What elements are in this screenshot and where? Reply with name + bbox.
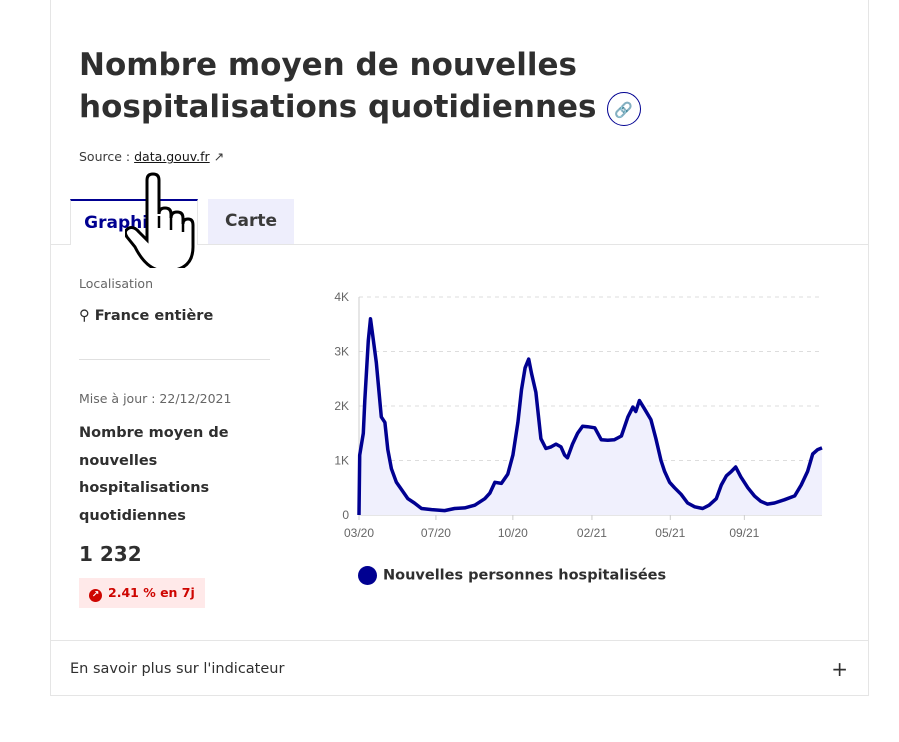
- indicator-card: Nombre moyen de nouvelles hospitalisatio…: [50, 0, 869, 696]
- hospitalisations-chart: 0 1K 2K 3K 4K 03/20 07/20 10/20 02/21 05/21 09/21: [334, 290, 823, 540]
- x-tick-label: 05/21: [655, 526, 685, 540]
- more-info-accordion[interactable]: En savoir plus sur l'indicateur +: [51, 640, 868, 697]
- external-link-icon: ↗: [213, 149, 225, 164]
- tab-divider: [51, 244, 868, 245]
- link-icon: 🔗: [614, 100, 633, 119]
- x-tick-label: 03/20: [344, 526, 374, 540]
- page-title: Nombre moyen de nouvelles hospitalisatio…: [79, 44, 799, 128]
- y-tick-label: 1K: [334, 454, 349, 468]
- hand-cursor-icon: [125, 172, 195, 268]
- x-tick-label: 07/20: [421, 526, 451, 540]
- trend-badge: ↗ 2.41 % en 7j: [79, 578, 205, 608]
- x-tick-label: 09/21: [729, 526, 759, 540]
- update-date: Mise à jour : 22/12/2021: [79, 391, 232, 406]
- copy-link-button[interactable]: 🔗: [606, 91, 641, 126]
- arrow-up-right-icon: ↗: [89, 589, 102, 602]
- map-pin-icon: ⚲: [79, 308, 90, 324]
- y-tick-label: 2K: [334, 399, 349, 413]
- location-label: Localisation: [79, 276, 153, 291]
- source-label: Source :: [79, 149, 131, 164]
- y-tick-label: 0: [342, 508, 349, 522]
- source-link[interactable]: data.gouv.fr: [134, 149, 210, 164]
- indicator-name: Nombre moyen de nouvelles hospitalisatio…: [79, 425, 229, 524]
- location-value[interactable]: ⚲ France entière: [79, 308, 214, 324]
- chart-legend[interactable]: Nouvelles personnes hospitalisées: [358, 566, 666, 585]
- x-tick-label: 02/21: [577, 526, 607, 540]
- y-tick-label: 4K: [334, 290, 349, 304]
- series-area: [359, 318, 822, 515]
- tab-carte[interactable]: Carte: [208, 199, 294, 245]
- indicator-value: 1 232: [79, 542, 142, 566]
- series-line: [357, 317, 823, 516]
- divider: [79, 359, 270, 360]
- x-tick-label: 10/20: [498, 526, 528, 540]
- legend-marker: [358, 566, 377, 585]
- plus-icon: +: [831, 657, 848, 681]
- source: Source : data.gouv.fr ↗: [79, 149, 224, 164]
- y-tick-label: 3K: [334, 345, 349, 359]
